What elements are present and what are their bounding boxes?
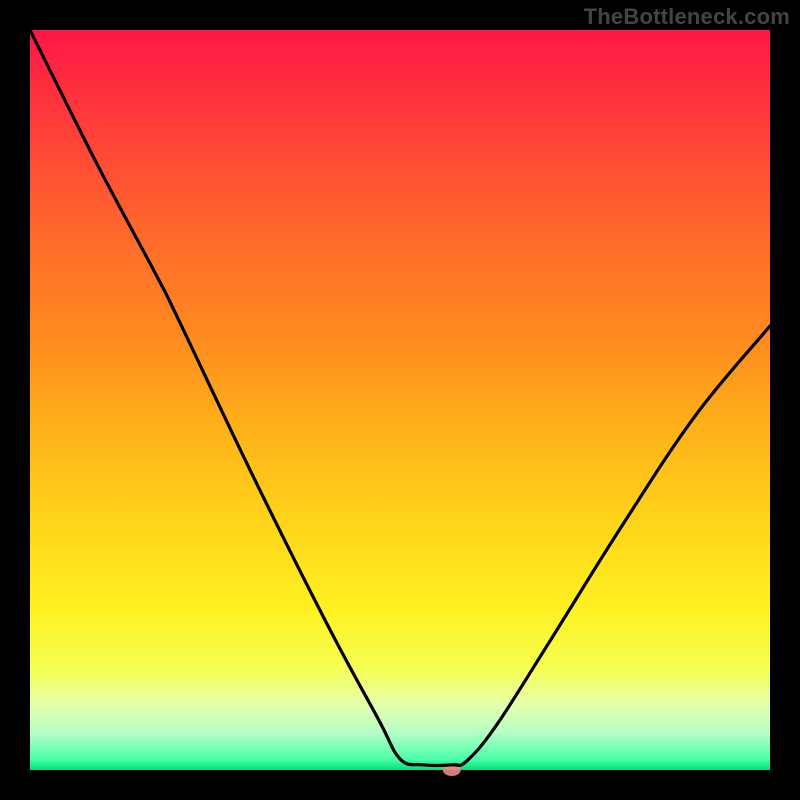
bottleneck-chart <box>0 0 800 800</box>
plot-area <box>30 30 770 770</box>
chart-container: TheBottleneck.com <box>0 0 800 800</box>
watermark-label: TheBottleneck.com <box>584 4 790 30</box>
